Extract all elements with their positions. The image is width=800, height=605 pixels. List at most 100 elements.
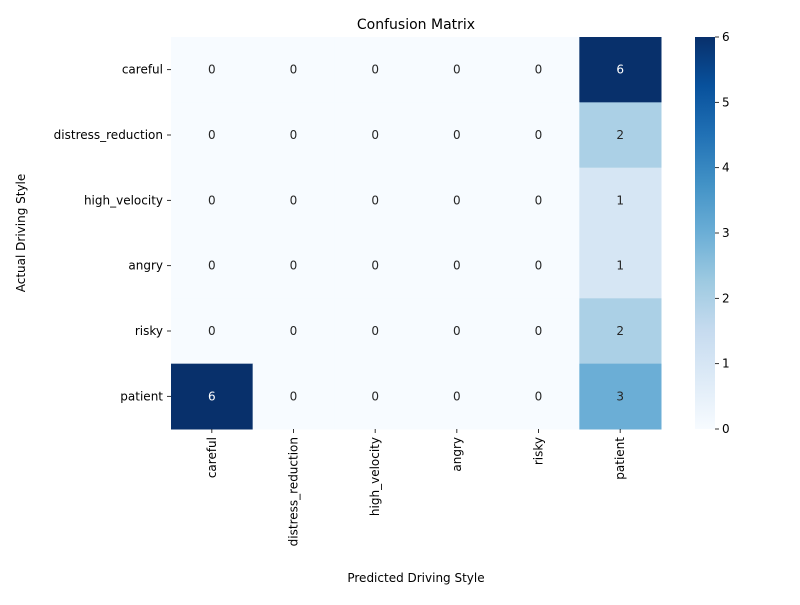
x-tick-label: patient — [613, 437, 627, 480]
cell-value-label: 0 — [371, 324, 379, 338]
cell-value-label: 6 — [616, 63, 624, 77]
heatmap-cell — [171, 298, 254, 365]
cell-value-label: 0 — [453, 128, 461, 142]
x-tick-label: high_velocity — [368, 437, 382, 516]
heatmap-cell — [497, 363, 580, 430]
cell-value-label: 0 — [208, 259, 216, 273]
colorbar-tick-label: 3 — [722, 226, 730, 240]
colorbar-tick-label: 0 — [722, 422, 730, 436]
heatmap-cell — [334, 363, 417, 430]
heatmap-cell — [579, 233, 662, 299]
cell-value-label: 1 — [616, 259, 624, 273]
y-tick-label: risky — [135, 324, 163, 338]
heatmap-cell — [252, 363, 335, 430]
cell-value-label: 0 — [535, 128, 543, 142]
heatmap-cell — [497, 298, 580, 365]
colorbar-tick-label: 2 — [722, 291, 730, 305]
colorbar-ticks: 0 1 2 3 4 5 6 — [715, 30, 730, 436]
cell-value-label: 0 — [371, 259, 379, 273]
colorbar-tick-label: 6 — [722, 30, 730, 44]
y-tick-label: angry — [128, 259, 163, 273]
x-axis-title: Predicted Driving Style — [347, 571, 484, 585]
cell-value-label: 0 — [453, 193, 461, 207]
cell-value-label: 6 — [208, 389, 216, 403]
x-tick-label: risky — [532, 437, 546, 465]
heatmap-cell — [334, 298, 417, 365]
colorbar-tick-label: 5 — [722, 95, 730, 109]
heatmap-cell — [497, 233, 580, 299]
cell-value-label: 0 — [453, 63, 461, 77]
colorbar-tick-label: 4 — [722, 161, 730, 175]
cell-value-label: 0 — [453, 259, 461, 273]
cell-value-label: 0 — [371, 193, 379, 207]
heatmap-cell-labels: 0 0 0 0 0 6 0 0 0 0 0 2 0 0 0 0 0 1 0 0 0 0 0 1 0 0 0 0 0 2 6 0 0 0 0 3 — [208, 63, 624, 404]
y-axis-title: Actual Driving Style — [14, 174, 28, 293]
cell-value-label: 0 — [453, 389, 461, 403]
heatmap-cell — [579, 102, 662, 169]
cell-value-label: 0 — [371, 389, 379, 403]
y-tick-label: patient — [120, 389, 163, 403]
heatmap-cell — [416, 298, 499, 365]
heatmap-cell — [416, 37, 499, 103]
y-tick-label: high_velocity — [84, 193, 163, 207]
cell-value-label: 0 — [290, 63, 298, 77]
y-tick-label: careful — [122, 63, 163, 77]
y-axis-ticks: careful distress_reduction high_velocityan… — [54, 63, 171, 403]
cell-value-label: 0 — [290, 324, 298, 338]
heatmap-cell — [171, 167, 254, 234]
cell-value-label: 0 — [535, 63, 543, 77]
heatmap-cell — [252, 167, 335, 234]
heatmap-cell — [334, 37, 417, 103]
heatmap-cell — [416, 102, 499, 169]
cell-value-label: 1 — [616, 193, 624, 207]
heatmap-cell — [416, 167, 499, 234]
x-axis-ticks: careful distress_reduction high_velocity an… — [205, 429, 627, 546]
cell-value-label: 0 — [535, 259, 543, 273]
cell-value-label: 0 — [290, 389, 298, 403]
cell-value-label: 3 — [616, 389, 624, 403]
cell-value-label: 0 — [371, 128, 379, 142]
cell-value-label: 2 — [616, 128, 624, 142]
cell-value-label: 0 — [453, 324, 461, 338]
x-tick-label: angry — [450, 437, 464, 472]
cell-value-label: 0 — [371, 63, 379, 77]
cell-value-label: 0 — [208, 128, 216, 142]
heatmap-cell — [579, 363, 662, 430]
cell-value-label: 0 — [535, 389, 543, 403]
heatmap-cell — [497, 102, 580, 169]
cell-value-label: 0 — [290, 128, 298, 142]
heatmap-cell — [252, 233, 335, 299]
x-tick-label: careful — [205, 437, 219, 478]
heatmap-cells — [171, 37, 662, 430]
heatmap-cell — [416, 233, 499, 299]
heatmap-cell — [252, 37, 335, 103]
heatmap-cell — [171, 102, 254, 169]
heatmap-cell — [334, 167, 417, 234]
cell-value-label: 0 — [290, 259, 298, 273]
cell-value-label: 0 — [208, 63, 216, 77]
heatmap-cell — [171, 233, 254, 299]
heatmap-cell — [416, 363, 499, 430]
x-tick-label: distress_reduction — [287, 437, 301, 546]
chart-title: Confusion Matrix — [357, 17, 475, 33]
heatmap-cell — [497, 37, 580, 103]
cell-value-label: 0 — [290, 193, 298, 207]
heatmap-cell — [252, 102, 335, 169]
cell-value-label: 0 — [208, 193, 216, 207]
heatmap-cell — [579, 298, 662, 365]
heatmap-cell — [252, 298, 335, 365]
heatmap-cell — [171, 37, 254, 103]
heatmap-cell — [579, 167, 662, 234]
heatmap-cell — [497, 167, 580, 234]
y-tick-label: distress_reduction — [54, 128, 163, 142]
cell-value-label: 0 — [535, 324, 543, 338]
colorbar-tick-label: 1 — [722, 357, 730, 371]
cell-value-label: 0 — [535, 193, 543, 207]
heatmap-cell — [334, 102, 417, 169]
cell-value-label: 0 — [208, 324, 216, 338]
heatmap-cell — [334, 233, 417, 299]
colorbar — [695, 37, 715, 429]
cell-value-label: 2 — [616, 324, 624, 338]
